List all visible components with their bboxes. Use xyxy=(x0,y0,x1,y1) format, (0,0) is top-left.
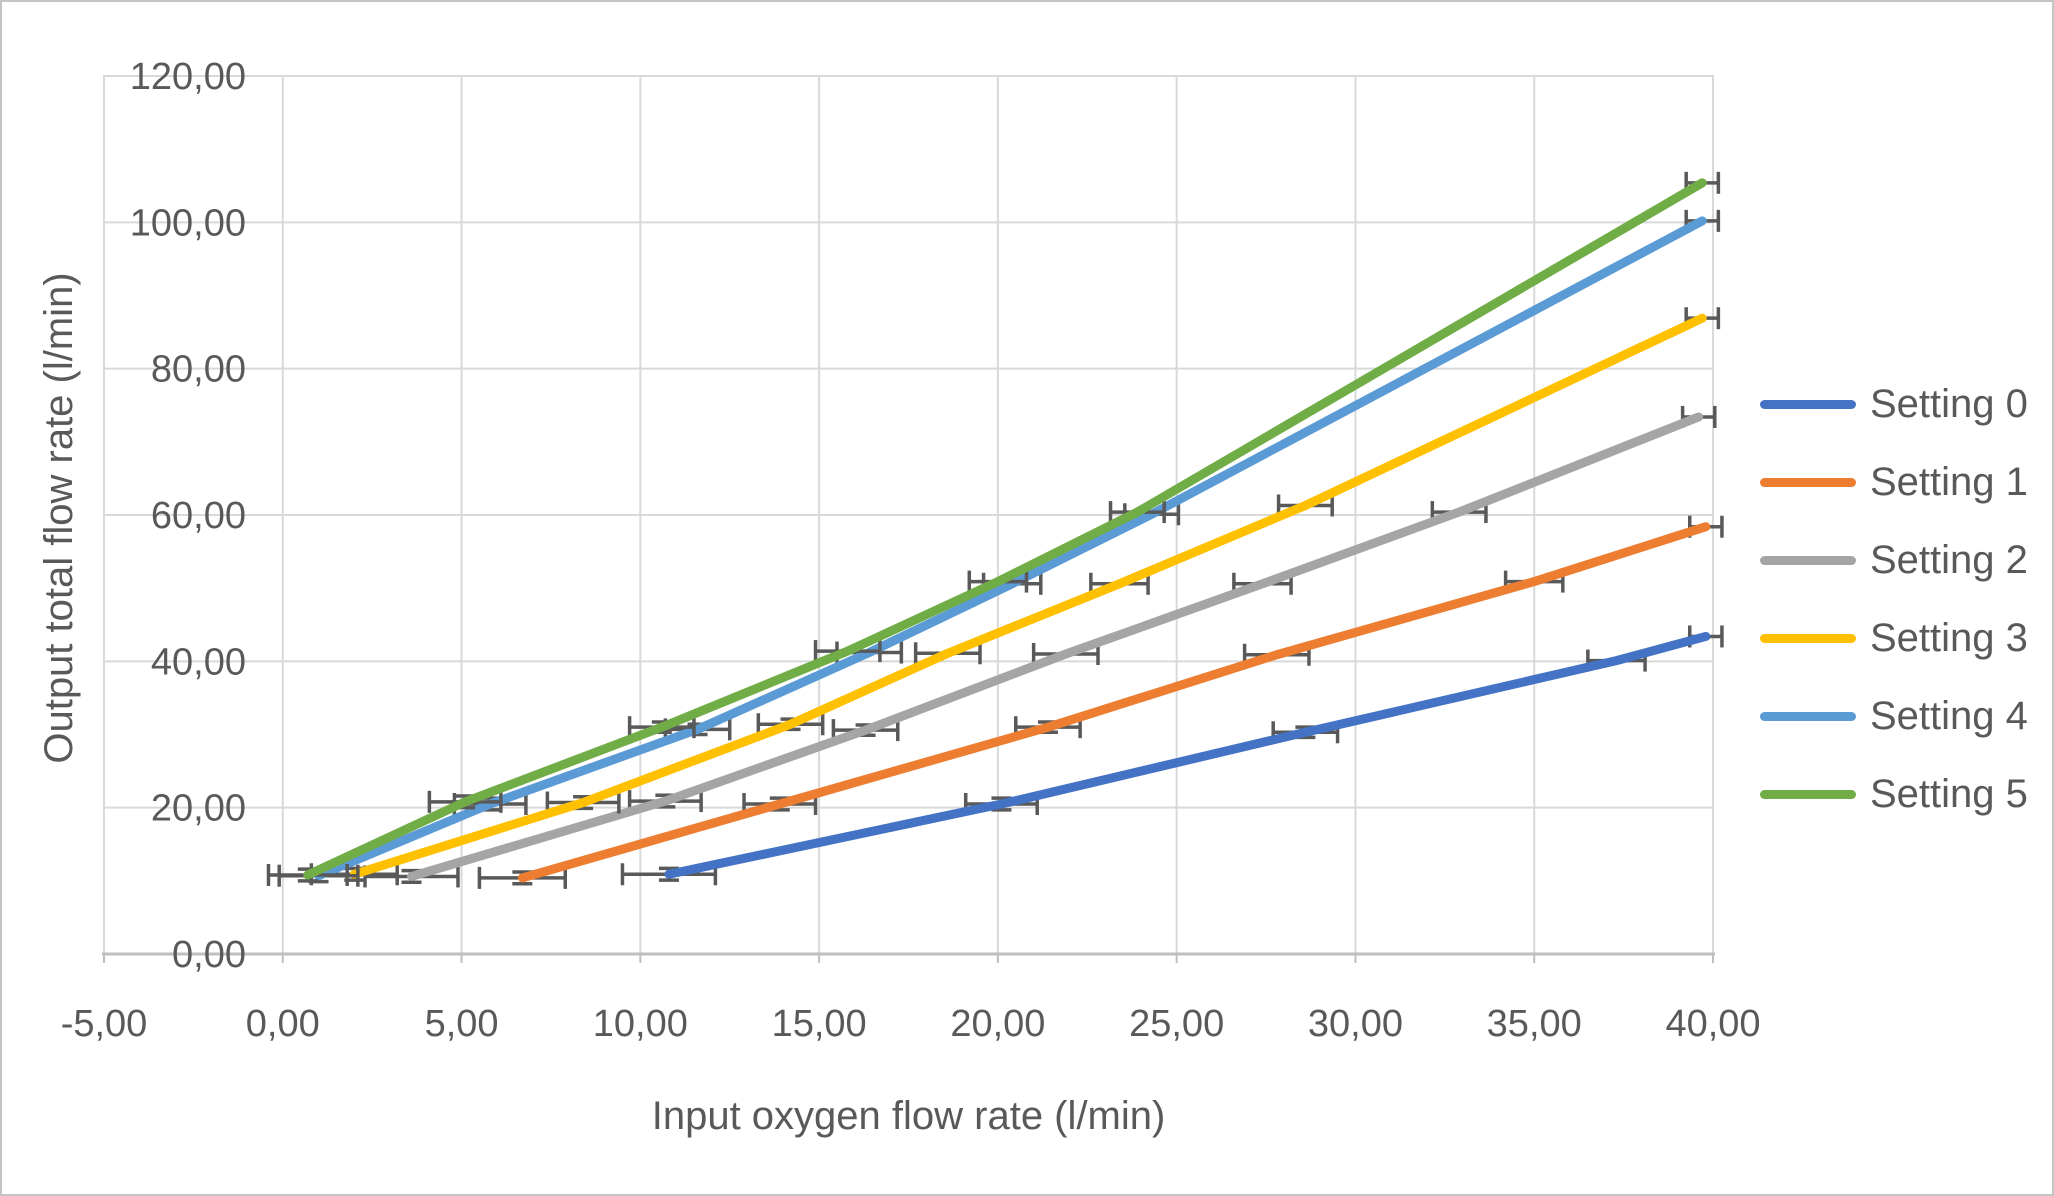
legend-swatch xyxy=(1760,633,1856,643)
x-tick-label: 20,00 xyxy=(950,1003,1045,1045)
legend-item-setting-3[interactable]: Setting 3 xyxy=(1760,599,2028,677)
x-tick-label: 35,00 xyxy=(1487,1003,1582,1045)
legend-swatch xyxy=(1760,711,1856,721)
x-tick-label: 5,00 xyxy=(425,1003,499,1045)
series-line-setting-0[interactable] xyxy=(664,631,1711,879)
legend-item-setting-5[interactable]: Setting 5 xyxy=(1760,755,2028,833)
x-tick-label: 15,00 xyxy=(772,1003,867,1045)
y-tick-label: 60,00 xyxy=(151,495,246,537)
x-tick-label: 25,00 xyxy=(1129,1003,1224,1045)
legend-item-setting-1[interactable]: Setting 1 xyxy=(1760,443,2028,521)
x-tick-label: 40,00 xyxy=(1665,1003,1760,1045)
series-line-setting-3[interactable] xyxy=(349,313,1707,879)
legend-label: Setting 2 xyxy=(1870,538,2028,582)
y-tick-label: 120,00 xyxy=(130,56,246,98)
x-axis-title: Input oxygen flow rate (l/min) xyxy=(651,1094,1166,1138)
x-tick-label: 30,00 xyxy=(1308,1003,1403,1045)
legend-label: Setting 3 xyxy=(1870,616,2028,660)
series-line-setting-2[interactable] xyxy=(406,412,1704,881)
series-line-setting-1[interactable] xyxy=(517,522,1711,883)
legend-label: Setting 1 xyxy=(1870,460,2028,504)
x-tick-label: 0,00 xyxy=(246,1003,320,1045)
legend-swatch xyxy=(1760,555,1856,565)
legend-label: Setting 4 xyxy=(1870,694,2028,738)
legend-swatch xyxy=(1760,477,1856,487)
y-tick-label: 40,00 xyxy=(151,641,246,683)
legend-label: Setting 5 xyxy=(1870,772,2028,816)
series-line-setting-5[interactable] xyxy=(303,178,1707,880)
legend-swatch xyxy=(1760,399,1856,409)
x-tick-label: 10,00 xyxy=(593,1003,688,1045)
x-tick-label: -5,00 xyxy=(61,1003,148,1045)
legend-swatch xyxy=(1760,789,1856,799)
legend-item-setting-2[interactable]: Setting 2 xyxy=(1760,521,2028,599)
y-tick-label: 100,00 xyxy=(130,202,246,244)
legend: Setting 0 Setting 1 Setting 2 Setting 3 Sett… xyxy=(1760,365,2028,833)
y-tick-label: 20,00 xyxy=(151,788,246,830)
y-tick-label: 0,00 xyxy=(172,934,246,976)
legend-item-setting-4[interactable]: Setting 4 xyxy=(1760,677,2028,755)
y-tick-label: 80,00 xyxy=(151,349,246,391)
legend-label: Setting 0 xyxy=(1870,382,2028,426)
legend-item-setting-0[interactable]: Setting 0 xyxy=(1760,365,2028,443)
y-axis-title: Output total flow rate (l/min) xyxy=(37,272,81,764)
